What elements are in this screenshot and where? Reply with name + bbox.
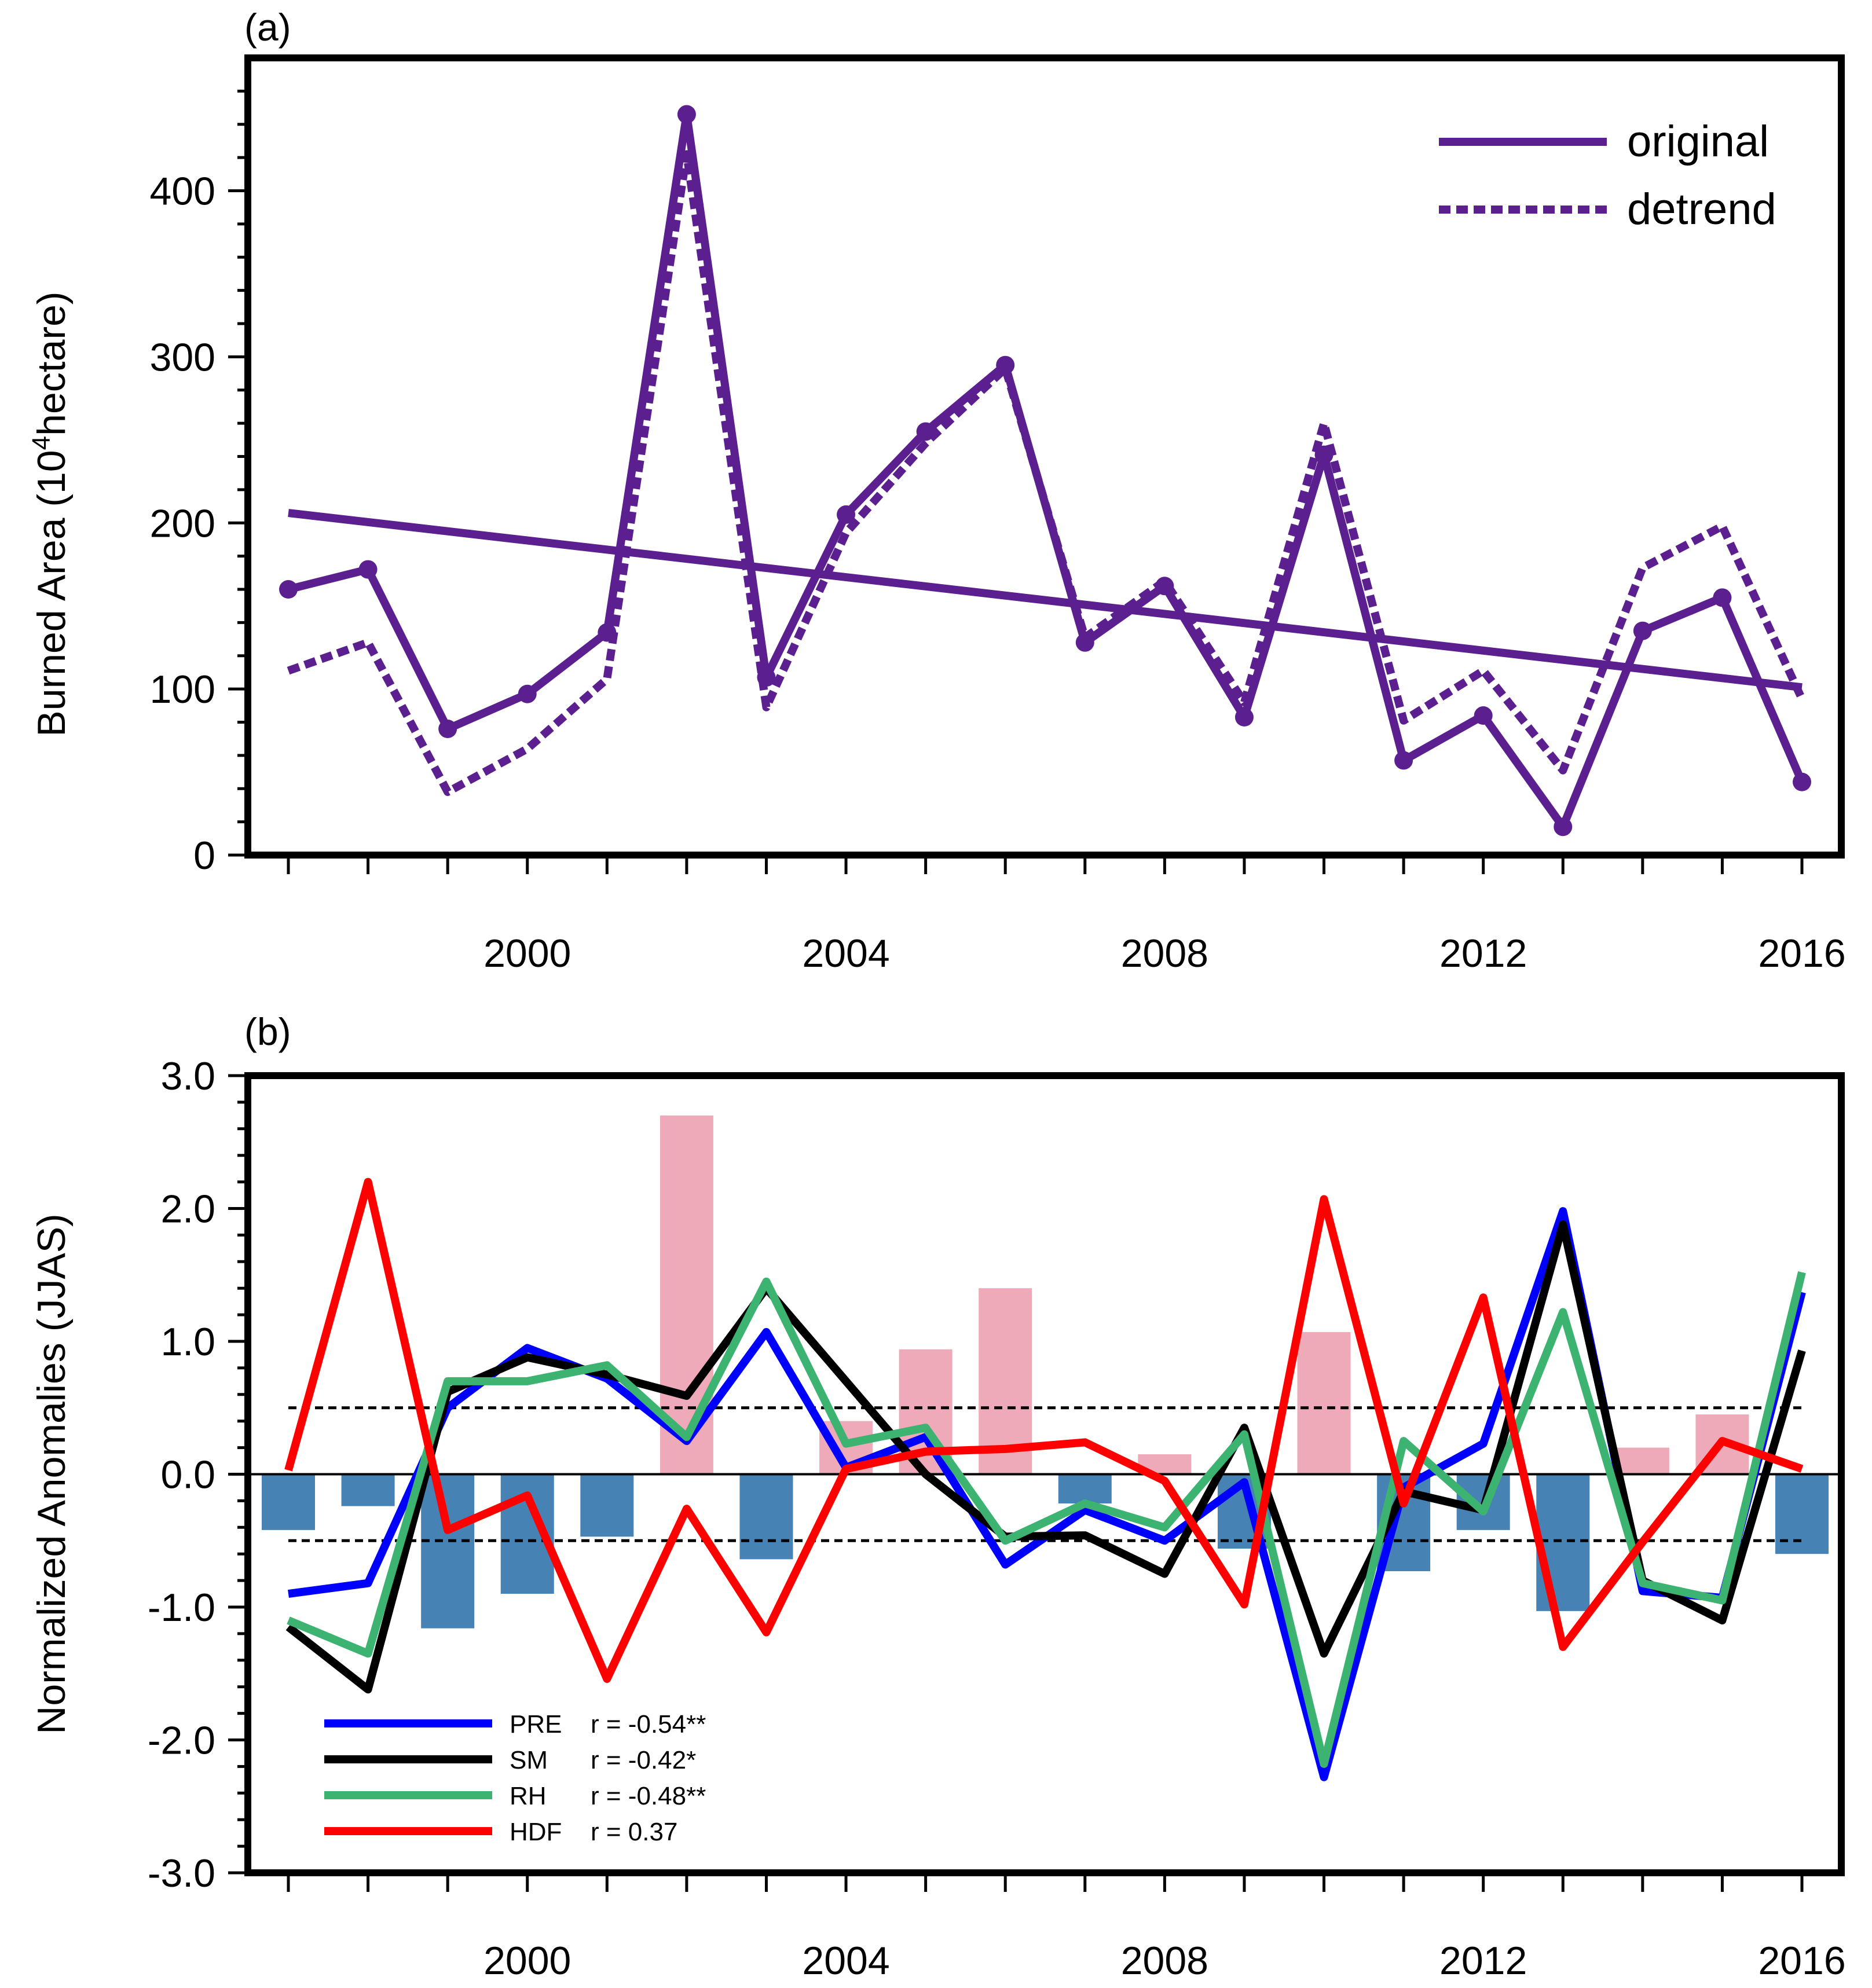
anomaly-bar [979, 1288, 1032, 1475]
anomaly-bar [1536, 1474, 1590, 1611]
panel-a-y-tick-label: 300 [150, 335, 215, 379]
legend-pre-stat: r = -0.54** [591, 1710, 706, 1738]
panel-a-ylabel-suffix: hectare) [30, 291, 74, 435]
legend-sm-name: SM [510, 1746, 548, 1774]
panel-a-x-ticks: 2000 2004 2008 2012 2016 [287, 859, 1846, 975]
panel-b-bars [262, 1115, 1829, 1628]
series-original-point [837, 505, 856, 524]
panel-a-series [279, 105, 1811, 837]
series-original-point [1633, 621, 1652, 640]
legend-rh-name: RH [510, 1782, 547, 1810]
series-original-point [1793, 772, 1811, 791]
panel-a-x-tick-label: 2004 [802, 931, 889, 975]
legend-hdf-name: HDF [510, 1818, 562, 1846]
series-hdf-line [284, 1178, 1804, 1683]
legend-pre-name: PRE [510, 1710, 562, 1738]
series-trend-line [288, 509, 1803, 692]
panel-b-x-tick-label: 2008 [1121, 1939, 1208, 1983]
legend-original-label: original [1627, 117, 1769, 166]
anomaly-bar [1297, 1332, 1351, 1475]
panel-b-y-tick-label: 2.0 [160, 1187, 215, 1231]
series-original-point [1713, 588, 1732, 607]
series-original-point [1474, 706, 1493, 725]
series-rh-line [287, 1271, 1806, 1768]
panel-a-ylabel-prefix: Burned Area (10 [30, 450, 74, 736]
panel-a-y-tick-label: 100 [150, 667, 215, 711]
series-original-point [358, 560, 378, 579]
panel-b-y-tick-label: 0.0 [160, 1453, 215, 1497]
panel-a-y-tick-label: 0 [193, 834, 215, 878]
panel-a-x-tick-label: 2016 [1758, 931, 1845, 975]
legend-detrend-label: detrend [1627, 185, 1776, 234]
panel-b-x-tick-label: 2004 [802, 1939, 889, 1983]
legend-sm-stat: r = -0.42* [591, 1746, 696, 1774]
anomaly-bar [580, 1474, 634, 1537]
series-original-point [279, 580, 298, 599]
anomaly-bar [1058, 1474, 1112, 1503]
legend-rh-stat: r = -0.48** [591, 1782, 706, 1810]
panel-b-y-tick-label: -1.0 [148, 1586, 215, 1630]
panel-b-series [284, 1178, 1806, 1781]
panel-b-label: (b) [244, 1010, 291, 1053]
panel-a-y-axis-label: Burned Area (104hectare) [27, 291, 74, 736]
series-sm-line [285, 1220, 1806, 1694]
panel-a-legend: original detrend [1439, 117, 1776, 234]
legend-hdf-stat: r = 0.37 [591, 1818, 677, 1846]
panel-b-legend: PRE r = -0.54** SM r = -0.42* RH r = -0.… [324, 1710, 706, 1846]
panel-b-y-axis-label: Normalized Anomalies (JJAS) [30, 1213, 74, 1734]
panel-b-x-ticks: 2000 2004 2008 2012 2016 [287, 1876, 1846, 1983]
panel-b-frame [244, 1072, 1845, 1876]
anomaly-bar [739, 1474, 793, 1560]
panel-b-x-tick-label: 2016 [1758, 1939, 1845, 1983]
panel-a: 0 100 200 300 400 2000 2004 2008 2012 2016 (a) B… [27, 6, 1846, 975]
anomaly-bar [1615, 1447, 1669, 1475]
anomaly-bar [421, 1474, 475, 1628]
series-original-point [1394, 751, 1413, 770]
panel-b-y-tick-label: -3.0 [148, 1851, 215, 1895]
panel-a-frame [244, 54, 1845, 859]
panel-b-y-tick-label: 3.0 [160, 1054, 215, 1098]
panel-a-x-tick-label: 2008 [1121, 931, 1208, 975]
panel-b-x-tick-label: 2000 [483, 1939, 571, 1983]
panel-b-x-tick-label: 2012 [1439, 1939, 1527, 1983]
anomaly-bar [262, 1474, 315, 1530]
panel-a-y-tick-label: 400 [150, 170, 215, 214]
series-original-point [438, 719, 457, 738]
anomaly-bar [341, 1474, 395, 1506]
series-original-point [518, 684, 537, 703]
panel-a-y-tick-label: 200 [150, 501, 215, 545]
panel-a-label: (a) [244, 6, 291, 49]
series-original-point [1234, 707, 1254, 727]
panel-b-y-tick-label: 1.0 [160, 1320, 215, 1364]
series-original-point [677, 105, 696, 124]
panel-b-y-ticks: -3.0 -2.0 -1.0 0.0 1.0 2.0 3.0 [148, 1054, 248, 1895]
panel-a-x-tick-label: 2012 [1439, 931, 1527, 975]
panel-b-reference-lines [248, 1406, 1841, 1542]
panel-a-x-tick-label: 2000 [483, 931, 571, 975]
panel-b: -3.0 -2.0 -1.0 0.0 1.0 2.0 3.0 2000 2004 2008 201… [30, 1010, 1846, 1983]
panel-b-y-tick-label: -2.0 [148, 1719, 215, 1763]
panel-a-ylabel-sup: 4 [27, 436, 56, 450]
series-original-point [1554, 817, 1573, 837]
